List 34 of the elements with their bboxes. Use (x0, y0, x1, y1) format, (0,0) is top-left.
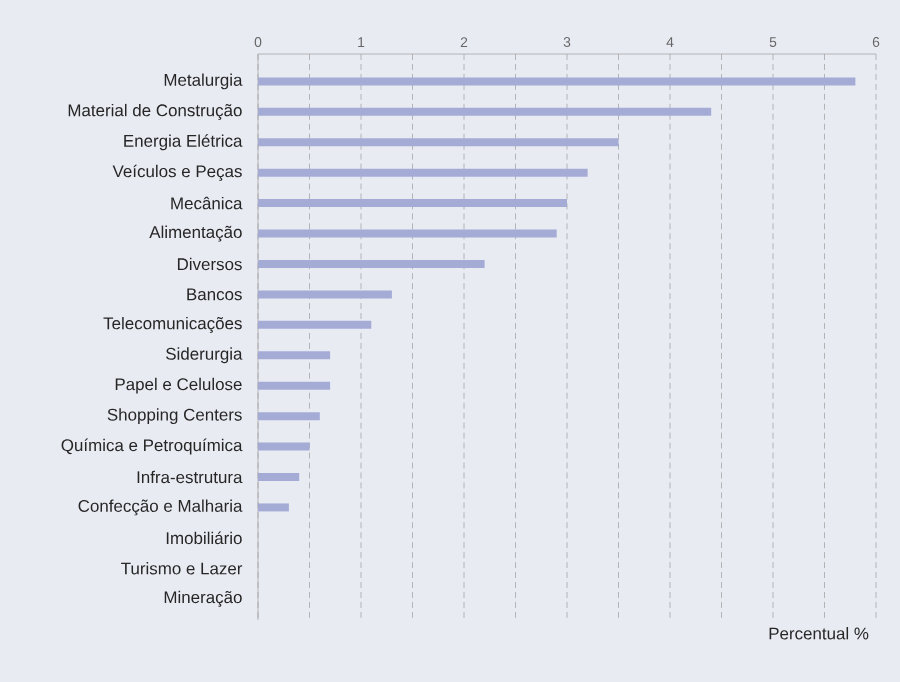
bar (258, 107, 712, 116)
y-tick-label: Papel e Celulose (115, 377, 242, 394)
y-tick-label: Alimentação (149, 225, 242, 242)
y-tick-label: Energia Elétrica (124, 134, 243, 151)
bar (258, 259, 485, 268)
bar (258, 412, 320, 421)
bar (258, 229, 557, 238)
bar (258, 77, 856, 86)
bar (258, 199, 567, 208)
bar (258, 320, 372, 329)
y-tick-label: Veículos e Peças (112, 164, 242, 181)
bar (258, 442, 310, 451)
x-axis-title: Percentual % (769, 627, 869, 640)
y-tick-label: Shopping Centers (107, 408, 242, 424)
y-tick-label: Telecomunicações (103, 316, 242, 333)
y-tick-label: Infra-estrutura (137, 470, 243, 484)
y-tick-label: Bancos (187, 288, 242, 301)
y-tick-label: Mineração (164, 590, 242, 607)
y-tick-label: Imobiliário (166, 531, 242, 545)
y-tick-label: Química e Petroquímica (61, 438, 243, 455)
bar (258, 381, 331, 390)
y-tick-label: Diversos (177, 257, 242, 271)
y-tick-label: Mecânica (171, 196, 243, 210)
y-tick-label: Confecção e Malharia (78, 499, 243, 516)
bar (258, 168, 588, 177)
bar (258, 351, 331, 360)
y-tick-label: Siderurgia (166, 347, 243, 364)
y-tick-label: Turismo e Lazer (121, 562, 243, 575)
y-tick-label: Metalurgia (164, 73, 243, 90)
bar (258, 138, 619, 147)
y-tick-label: Material de Construção (68, 103, 242, 120)
bar (258, 290, 392, 299)
bar (258, 503, 289, 512)
bar (258, 472, 300, 481)
